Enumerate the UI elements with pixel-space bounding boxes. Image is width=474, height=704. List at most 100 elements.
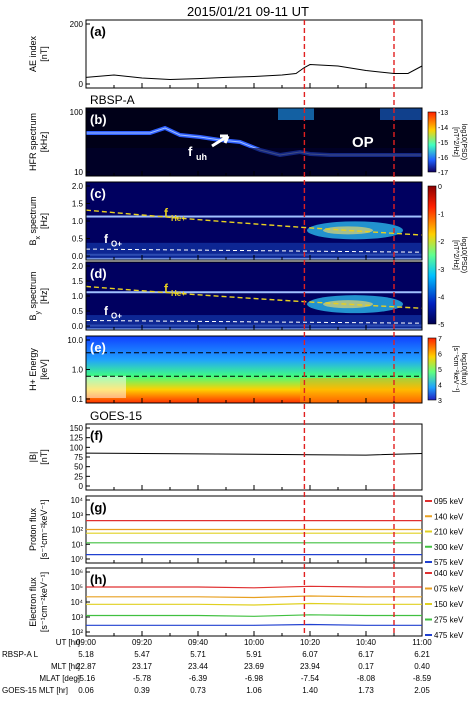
xaxis-row-3-value-2: -6.39 — [189, 674, 208, 683]
panel-f-ytick-label-4: 50 — [74, 463, 83, 472]
panel-b-yunit: [kHz] — [39, 132, 49, 153]
panel-c-yunit: [Hz] — [39, 213, 49, 229]
section-goes: GOES-15 — [90, 409, 142, 423]
panel-d-annotation-fo: f — [104, 304, 109, 318]
panel-d-ytick-label-1: 1.5 — [72, 277, 84, 286]
e-enhancement — [300, 378, 422, 403]
panel-b-colorbar: -13 -14 -15 -16 -17 log10(PSD)[nT^2/Hz] — [427, 110, 467, 177]
panel-f-ytick-label-0: 150 — [70, 424, 84, 433]
panel-h-ylabel: Electron flux — [28, 577, 38, 627]
panel-d-annotation-fo-sub: O+ — [111, 311, 122, 320]
xaxis-row-4-value-2: 0.73 — [190, 686, 206, 695]
panel-g-legend-entry-0: 095 keV — [434, 497, 464, 506]
panel-h-legend-entry-2: 150 keV — [434, 600, 464, 609]
panel-f-yunit: [nT] — [39, 449, 49, 465]
panel-b-ytick-label-0: 100 — [70, 108, 84, 117]
panel-a: (a) AE index [nT] 200 0 — [28, 19, 423, 89]
panel-c-colorbar-tick-0: 0 — [438, 184, 442, 191]
panel-h-legend-entry-4: 475 keV — [434, 631, 464, 640]
panel-g-ytick-label-4: 10⁰ — [71, 555, 83, 564]
annotation-op: OP — [352, 134, 374, 151]
panel-d-ytick-label-3: 0.5 — [72, 307, 84, 316]
panel-a-ylabel: AE index — [28, 35, 38, 72]
panel-f-ytick-label-6: 0 — [79, 482, 84, 491]
panel-c-spectrogram — [85, 182, 423, 260]
xaxis-row-1-value-6: 6.21 — [414, 650, 430, 659]
c-wave-core — [323, 226, 373, 235]
panel-e-colorbar-tick-0: 7 — [438, 336, 442, 343]
panel-c-annotation-fo-sub: O+ — [111, 240, 122, 249]
panel-d-annotation-fhe-sub: He+ — [171, 289, 186, 298]
figure-title: 2015/01/21 09-11 UT — [187, 4, 309, 19]
xaxis-row-1-value-1: 5.47 — [134, 650, 150, 659]
panel-e-label: (e) — [90, 340, 106, 355]
panel-c-colorbar-tick-3: -3 — [438, 267, 444, 274]
panel-e-colorbar-tick-2: 5 — [438, 367, 442, 374]
panel-e-yunit: [keV] — [39, 359, 49, 380]
panel-c-colorbar-bar — [427, 185, 437, 325]
panel-e-colorbar-bar — [427, 337, 437, 401]
panel-a-ytick-label-0: 200 — [70, 20, 84, 29]
panel-b-colorbar-bar — [427, 111, 437, 173]
panel-h-series-0 — [86, 585, 422, 589]
panel-b-colorbar-tick-1: -14 — [438, 125, 448, 132]
xaxis-row-2-value-5: 0.17 — [358, 662, 374, 671]
panel-d-ytick-label-0: 2.0 — [72, 262, 84, 271]
panel-h-label: (h) — [90, 572, 107, 587]
panel-g-yunit: [s⁻¹cm⁻²keV⁻¹] — [39, 499, 49, 559]
panel-c-colorbar-unit: [nT^2/Hz] — [452, 240, 459, 270]
panel-g-legend-entry-1: 140 keV — [434, 512, 464, 521]
panel-b-ytick-label-1: 10 — [74, 168, 83, 177]
xaxis-table: UT [hr]09:00 09:20 09:40 10:00 10:20 10:40 11:… — [2, 638, 432, 695]
xaxis-row-0-value-5: 10:40 — [356, 638, 377, 647]
xaxis-row-4-value-4: 1.40 — [302, 686, 318, 695]
panel-e-ytick-label-0: 10.0 — [67, 336, 83, 345]
panel-g-legend: 095 keV 140 keV 210 keV 300 keV 575 keV — [425, 497, 464, 567]
panel-f-ytick-label-1: 125 — [70, 434, 84, 443]
panel-h-ytick-label-1: 10⁵ — [71, 583, 83, 592]
panel-c: (c) Bx spectrum [Hz] 2.0 1.5 1.0 0.5 0.0 — [28, 181, 423, 261]
panel-b-spectrogram — [86, 108, 422, 176]
panel-g-ytick-label-2: 10² — [71, 526, 83, 535]
xaxis-row-1-value-2: 5.71 — [190, 650, 206, 659]
xaxis-row-3-value-4: -7.54 — [301, 674, 320, 683]
panel-c-annotation-fhe: f — [164, 206, 169, 220]
panel-d-annotation-fhe: f — [164, 282, 169, 296]
panel-b-colorbar-tick-3: -16 — [438, 155, 448, 162]
panel-h-legend-entry-0: 040 keV — [434, 569, 464, 578]
panel-e-colorbar-unit: [s⁻¹cm⁻²keV⁻¹] — [452, 346, 459, 393]
panel-f-ytick-label-5: 25 — [74, 472, 83, 481]
panel-g-ylabel: Proton flux — [28, 507, 38, 551]
panel-h-series-4 — [86, 623, 422, 626]
panel-b-label: (b) — [90, 112, 107, 127]
panel-f-label: (f) — [90, 428, 103, 443]
panel-b-colorbar-tick-4: -17 — [438, 170, 448, 177]
d-harmonic-0 — [86, 291, 422, 294]
xaxis-row-4-value-5: 1.73 — [358, 686, 374, 695]
panel-h-legend-entry-1: 075 keV — [434, 585, 464, 594]
panel-b-colorbar-unit: [nT^2/Hz] — [452, 127, 459, 157]
panel-d-ytick-label-2: 1.0 — [72, 292, 84, 301]
xaxis-row-2-value-4: 23.94 — [300, 662, 321, 671]
panel-c-ytick-label-4: 0.0 — [72, 252, 84, 261]
panel-a-ytick-label-1: 0 — [79, 80, 84, 89]
panel-c-ytick-label-3: 0.5 — [72, 235, 84, 244]
xaxis-row-label-4: GOES-15 MLT [hr] — [2, 686, 68, 695]
panel-c-ytick-label-0: 2.0 — [72, 182, 84, 191]
panel-e-colorbar-label: log10(flux) — [460, 353, 467, 386]
xaxis-row-1-value-3: 5.91 — [246, 650, 262, 659]
xaxis-row-2-value-6: 0.40 — [414, 662, 430, 671]
panel-g-ytick-label-0: 10⁴ — [71, 496, 84, 505]
panel-f-frame — [85, 423, 423, 491]
panel-d: (d) By spectrum [Hz] 2.0 1.5 1.0 0.5 0.0 — [28, 261, 423, 331]
panel-h-legend-entry-3: 275 keV — [434, 616, 464, 625]
panel-h-ytick-label-3: 10³ — [71, 613, 83, 622]
panel-e-ytick-label-1: 1.0 — [72, 366, 84, 375]
panel-g-legend-entry-3: 300 keV — [434, 543, 464, 552]
panel-c-colorbar-tick-1: -1 — [438, 212, 444, 219]
xaxis-row-3-value-3: -6.98 — [245, 674, 264, 683]
panel-d-ytick-label-4: 0.0 — [72, 322, 84, 331]
panel-c-ylabel: Bx spectrum — [28, 196, 42, 245]
e-background — [86, 336, 422, 403]
